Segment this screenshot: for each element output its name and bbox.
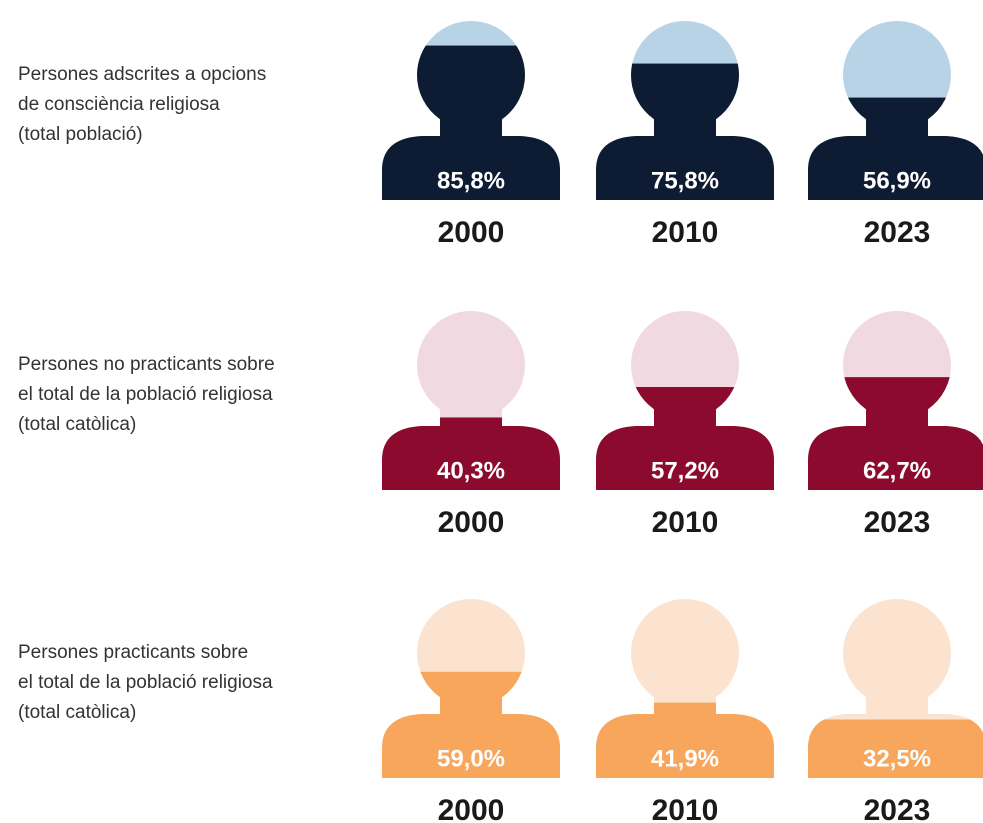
icon-value	[596, 702, 774, 778]
row-label: Persones adscrites a opcions	[18, 64, 266, 85]
value-label: 32,5%	[863, 745, 931, 772]
row-label: (total catòlica)	[18, 414, 136, 435]
year-label: 2000	[438, 794, 505, 823]
value-label: 40,3%	[437, 457, 505, 484]
row-label: (total catòlica)	[18, 702, 136, 723]
row-label: (total població)	[18, 124, 143, 145]
value-label: 56,9%	[863, 167, 931, 194]
year-label: 2010	[652, 506, 719, 539]
row-label: Persones no practicants sobre	[18, 354, 275, 375]
year-label: 2023	[864, 216, 931, 249]
value-label: 41,9%	[651, 745, 719, 772]
row-label: Persones practicants sobre	[18, 642, 248, 663]
value-label: 62,7%	[863, 457, 931, 484]
year-label: 2010	[652, 794, 719, 823]
year-label: 2000	[438, 506, 505, 539]
row-label: el total de la població religiosa	[18, 384, 273, 405]
value-label: 57,2%	[651, 457, 719, 484]
value-label: 59,0%	[437, 745, 505, 772]
year-label: 2023	[864, 506, 931, 539]
year-label: 2000	[438, 216, 505, 249]
value-label: 85,8%	[437, 167, 505, 194]
row-label: el total de la població religiosa	[18, 672, 273, 693]
icon-value	[808, 719, 983, 778]
value-label: 75,8%	[651, 167, 719, 194]
year-label: 2023	[864, 794, 931, 823]
year-label: 2010	[652, 216, 719, 249]
icon-value	[382, 417, 560, 490]
row-label: de consciència religiosa	[18, 94, 220, 115]
